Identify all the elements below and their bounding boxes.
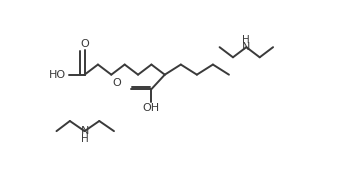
Text: N: N [80,126,89,136]
Text: O: O [80,39,89,49]
Text: H: H [243,35,250,45]
Text: OH: OH [143,103,160,113]
Text: N: N [242,42,250,52]
Text: H: H [81,134,88,144]
Text: HO: HO [49,70,66,80]
Text: O: O [112,78,121,88]
